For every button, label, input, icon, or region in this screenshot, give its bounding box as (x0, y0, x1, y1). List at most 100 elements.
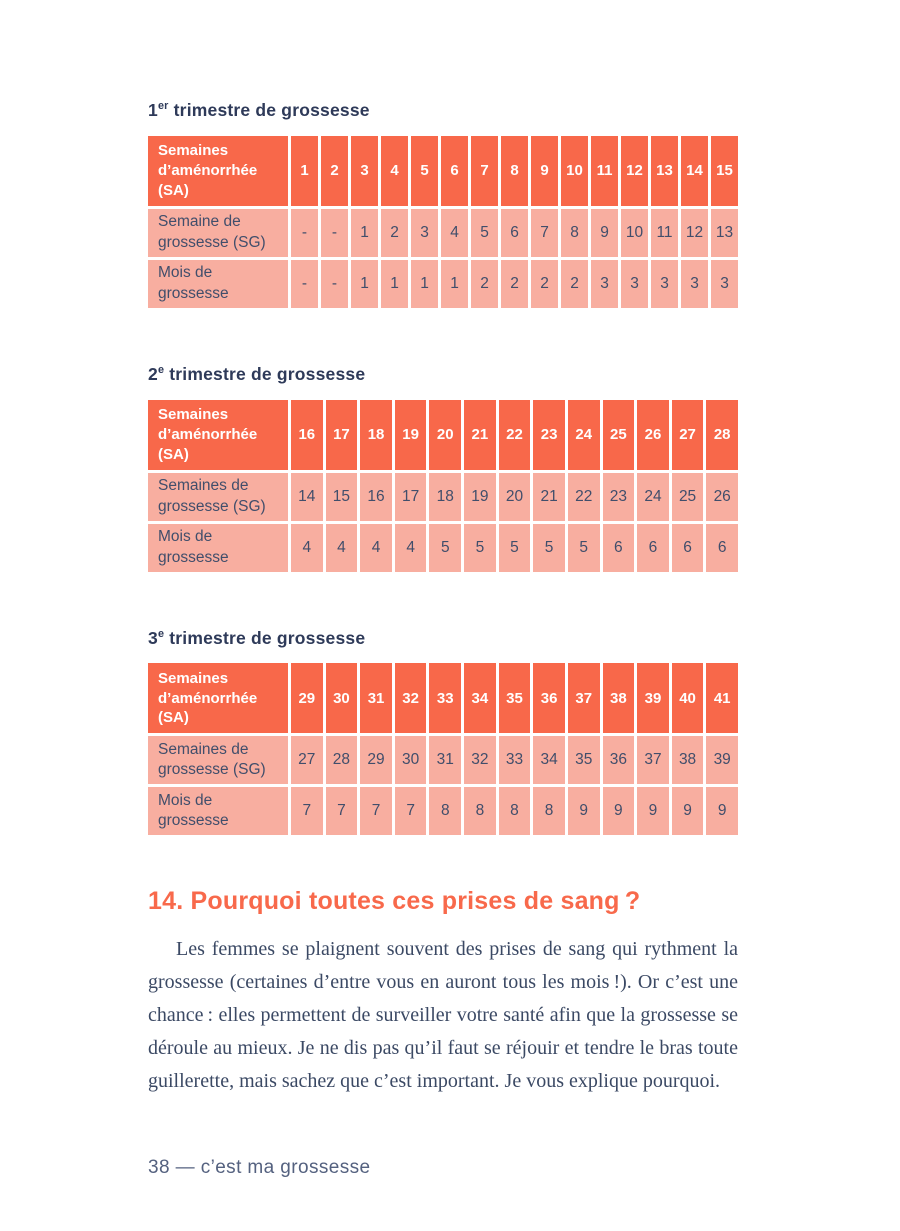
table-cell: 3 (711, 259, 738, 308)
table-cell: 25 (671, 472, 704, 521)
table-cell: 11 (651, 208, 678, 257)
table-header-cell: 9 (531, 135, 558, 206)
table-cell: 4 (394, 523, 427, 572)
table-cell: 34 (533, 736, 565, 785)
table-cell: 33 (498, 736, 531, 785)
table-title: 1er trimestre de grossesse (148, 95, 738, 121)
table-title: 2e trimestre de grossesse (148, 359, 738, 385)
table-cell: 6 (637, 523, 669, 572)
table-header-cell: 7 (471, 135, 498, 206)
table-header-cell: 2 (321, 135, 348, 206)
table-header-cell: 14 (681, 135, 708, 206)
table-header-cell: 39 (637, 663, 669, 734)
page-footer: 38 — c’est ma grossesse (148, 1157, 371, 1178)
table-cell: 1 (441, 259, 468, 308)
table-cell: 10 (621, 208, 648, 257)
table-cell: 8 (498, 787, 531, 836)
table-cell: 3 (591, 259, 618, 308)
table-header-cell: 18 (360, 399, 392, 470)
table-cell: 9 (602, 787, 635, 836)
table-row-label: Semaine de grossesse (SG) (148, 208, 288, 257)
table-title-ordinal-suffix: er (157, 100, 169, 112)
table-cell: 24 (637, 472, 669, 521)
trimester-section: 1er trimestre de grossesse Semaines d’amé… (148, 95, 738, 308)
table-header-cell: 29 (291, 663, 323, 734)
table-cell: 5 (533, 523, 565, 572)
table-cell: 7 (291, 787, 323, 836)
table-cell: 5 (429, 523, 462, 572)
table-header-cell: 37 (567, 663, 600, 734)
table-header-cell: 33 (429, 663, 462, 734)
table-cell: 4 (325, 523, 358, 572)
table-cell: 4 (441, 208, 468, 257)
table-cell: 20 (498, 472, 531, 521)
table-cell: 15 (325, 472, 358, 521)
table-cell: - (291, 259, 318, 308)
table-cell: 9 (567, 787, 600, 836)
table-title-ordinal-suffix: e (157, 363, 165, 376)
table-cell: 7 (531, 208, 558, 257)
table-header-cell: 11 (591, 135, 618, 206)
table-cell: 6 (671, 523, 704, 572)
table-header-cell: 4 (381, 135, 408, 206)
trimester-tables: 1er trimestre de grossesse Semaines d’amé… (148, 95, 738, 836)
table-cell: 8 (533, 787, 565, 836)
table-header-cell: 36 (533, 663, 565, 734)
table-cell: 35 (567, 736, 600, 785)
trimester-section: 3e trimestre de grossesse Semaines d’amén… (148, 623, 738, 836)
page-content: 1er trimestre de grossesse Semaines d’amé… (148, 95, 738, 1098)
table-cell: 19 (464, 472, 496, 521)
table-header-cell: 1 (291, 135, 318, 206)
table-header-cell: 12 (621, 135, 648, 206)
table-cell: 5 (567, 523, 600, 572)
table-header-cell: 38 (602, 663, 635, 734)
table-title-text: trimestre de grossesse (164, 627, 366, 648)
table-cell: 12 (681, 208, 708, 257)
table-cell: 5 (498, 523, 531, 572)
table-header-cell: 25 (602, 399, 635, 470)
table-title-text: trimestre de grossesse (164, 363, 366, 384)
table-cell: 32 (464, 736, 496, 785)
table-cell: 8 (561, 208, 588, 257)
table-header-cell: 19 (394, 399, 427, 470)
table-header-cell: 26 (637, 399, 669, 470)
table-cell: 39 (706, 736, 738, 785)
table-row-label: Mois de grossesse (148, 259, 288, 308)
table-cell: 6 (602, 523, 635, 572)
table-cell: 14 (291, 472, 323, 521)
table-cell: 18 (429, 472, 462, 521)
table-header-cell: 15 (711, 135, 738, 206)
table-header-cell: 32 (394, 663, 427, 734)
table-cell: - (321, 259, 348, 308)
table-header-label: Semaines d’aménorrhée (SA) (148, 399, 288, 470)
table-cell: 2 (381, 208, 408, 257)
table-cell: 36 (602, 736, 635, 785)
table-cell: 22 (567, 472, 600, 521)
table-cell: 3 (651, 259, 678, 308)
trimester-table: Semaines d’aménorrhée (SA) 29 30 31 32 33 34 35… (148, 663, 738, 836)
table-cell: 1 (381, 259, 408, 308)
table-cell: 2 (561, 259, 588, 308)
table-cell: 7 (360, 787, 392, 836)
table-cell: 1 (411, 259, 438, 308)
trimester-section: 2e trimestre de grossesse Semaines d’amén… (148, 359, 738, 572)
table-cell: 17 (394, 472, 427, 521)
table-title-number: 2 (148, 363, 158, 384)
table-cell: 4 (360, 523, 392, 572)
table-header-cell: 28 (706, 399, 738, 470)
table-cell: 29 (360, 736, 392, 785)
table-cell: 16 (360, 472, 392, 521)
table-cell: 4 (291, 523, 323, 572)
table-cell: 3 (681, 259, 708, 308)
table-header-cell: 17 (325, 399, 358, 470)
table-header-cell: 27 (671, 399, 704, 470)
table-row-label: Mois de grossesse (148, 787, 288, 836)
table-cell: 9 (671, 787, 704, 836)
table-cell: 1 (351, 259, 378, 308)
table-row-label: Semaines de grossesse (SG) (148, 736, 288, 785)
table-header-cell: 24 (567, 399, 600, 470)
table-header-cell: 8 (501, 135, 528, 206)
table-cell: 2 (501, 259, 528, 308)
table-header-cell: 40 (671, 663, 704, 734)
